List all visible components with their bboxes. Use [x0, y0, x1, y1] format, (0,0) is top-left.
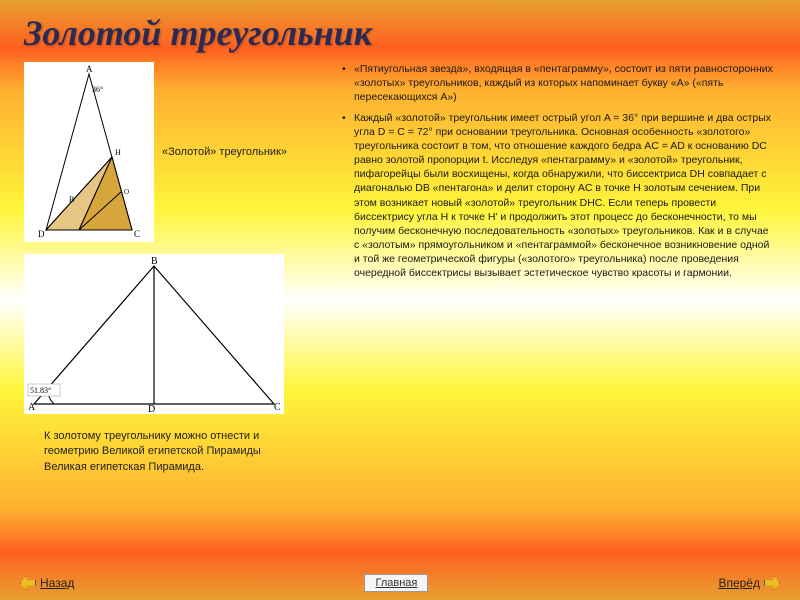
- nav-back-label: Назад: [40, 576, 74, 590]
- nav-home-label: Главная: [375, 577, 417, 589]
- nav-forward-label: Вперёд: [718, 576, 760, 590]
- vertex-b-label: B: [69, 195, 74, 204]
- vertex-b2-label: B: [151, 256, 158, 267]
- golden-triangle-diagram: A 36° D C H B O: [24, 62, 154, 242]
- arrow-right-icon: [764, 576, 780, 590]
- left-column: A 36° D C H B O «Золотой» треугольник» A…: [24, 62, 324, 475]
- figure-1-label: «Золотой» треугольник»: [162, 146, 287, 158]
- bullet-2: Каждый «золотой» треугольник имеет остры…: [342, 111, 776, 281]
- figure-1-wrap: A 36° D C H B O «Золотой» треугольник»: [24, 62, 324, 242]
- nav-forward-button[interactable]: Вперёд: [718, 576, 780, 590]
- vertex-d2-label: D: [148, 404, 155, 414]
- angle-5183-label: 51.83°: [30, 386, 51, 395]
- content-area: A 36° D C H B O «Золотой» треугольник» A…: [0, 54, 800, 475]
- arrow-left-icon: [20, 576, 36, 590]
- right-column: «Пятиугольная звезда», входящая в «пента…: [342, 62, 776, 475]
- nav-back-button[interactable]: Назад: [20, 576, 74, 590]
- vertex-a2-label: A: [28, 402, 36, 413]
- vertex-d-label: D: [38, 229, 45, 239]
- angle-36-label: 36°: [92, 85, 103, 94]
- nav-home-button[interactable]: Главная: [364, 574, 428, 592]
- vertex-c2-label: C: [274, 402, 281, 413]
- nav-bar: Назад Главная Вперёд: [0, 574, 800, 592]
- vertex-o-label: O: [124, 188, 129, 196]
- vertex-c-label: C: [134, 229, 140, 239]
- vertex-a-label: A: [86, 64, 93, 74]
- vertex-h-label: H: [115, 148, 121, 157]
- pyramid-triangle-diagram: A B C D 51.83°: [24, 254, 284, 414]
- bullet-1: «Пятиугольная звезда», входящая в «пента…: [342, 62, 776, 105]
- page-title: Золотой треугольник: [0, 0, 800, 54]
- figure-2-caption: К золотому треугольнику можно отнести и …: [24, 429, 274, 475]
